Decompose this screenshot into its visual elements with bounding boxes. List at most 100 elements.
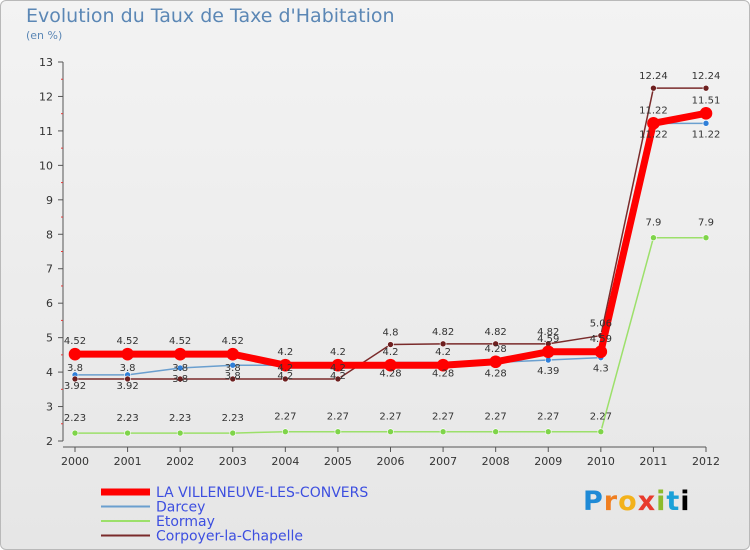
axes: 2 3 4 5 6 7 8 9 10 11 12 13 2000 2001 2002 2003 2004 2005… <box>39 56 720 468</box>
data-point <box>226 347 240 361</box>
x-tick-label: 2006 <box>377 455 405 468</box>
data-point <box>594 345 608 359</box>
x-tick-label: 2008 <box>482 455 510 468</box>
data-point <box>282 428 289 435</box>
data-label: 7.9 <box>645 218 661 229</box>
y-tick-label: 4 <box>46 366 53 379</box>
data-label: 3.8 <box>225 371 241 382</box>
x-tick-label: 2007 <box>429 455 457 468</box>
data-point <box>71 429 79 437</box>
data-label: 11.51 <box>692 95 721 106</box>
data-point <box>439 340 447 348</box>
data-point <box>387 428 394 435</box>
chart-title: Evolution du Taux de Taxe d'Habitation <box>26 5 395 27</box>
data-label: 4.2 <box>435 347 451 358</box>
data-point <box>334 375 342 383</box>
data-point <box>229 361 237 369</box>
data-label: 2.27 <box>537 412 559 423</box>
legend-label: Corpoyer-la-Chapelle <box>156 529 303 545</box>
data-label: 12.24 <box>639 71 668 82</box>
data-label: 2.27 <box>327 412 349 423</box>
data-point <box>176 429 184 437</box>
data-point <box>124 375 131 383</box>
series-corpoyer-la-chapelle <box>71 84 710 383</box>
data-label: 4.2 <box>330 371 346 382</box>
data-point <box>541 345 555 359</box>
x-tick-label: 2004 <box>271 455 299 468</box>
data-point <box>384 358 397 372</box>
y-tick-label: 3 <box>46 401 53 414</box>
logo-letter: t <box>666 486 681 517</box>
x-tick-label: 2001 <box>114 455 142 468</box>
data-point <box>597 428 605 435</box>
data-label: 4.28 <box>432 368 454 379</box>
series-etormay <box>71 234 710 437</box>
data-label: 4.59 <box>590 334 612 345</box>
data-point <box>176 364 184 372</box>
data-label: 2.23 <box>169 413 191 424</box>
data-label: 2.27 <box>432 412 454 423</box>
data-label: 3.8 <box>172 374 188 385</box>
x-tick-label: 2010 <box>587 455 615 468</box>
data-label: 4.2 <box>277 371 293 382</box>
data-label: 4.2 <box>330 363 346 374</box>
logo-letter: o <box>618 486 638 517</box>
y-tick-label: 13 <box>39 56 53 69</box>
y-tick-label: 11 <box>39 125 53 138</box>
data-point <box>68 347 82 361</box>
logo-letter: i <box>680 486 691 517</box>
data-point <box>436 358 450 372</box>
data-label: 2.27 <box>379 412 401 423</box>
data-point <box>492 340 499 348</box>
x-tick-label: 2005 <box>324 455 352 468</box>
data-point <box>124 429 131 437</box>
data-label: 4.3 <box>593 364 609 375</box>
data-label: 4.82 <box>537 327 559 338</box>
legend-label: LA VILLENEUVE-LES-CONVERS <box>156 485 368 501</box>
data-point <box>229 375 237 383</box>
data-point <box>176 375 184 383</box>
y-tick-label: 2 <box>46 435 53 448</box>
data-label: 4.52 <box>116 336 138 347</box>
legend: LA VILLENEUVE-LES-CONVERSDarceyEtormayCo… <box>101 485 368 545</box>
data-point <box>647 117 660 130</box>
data-point <box>650 234 657 242</box>
y-tick-label: 9 <box>46 194 53 207</box>
data-label: 2.23 <box>64 413 86 424</box>
data-label: 4.52 <box>222 336 244 347</box>
y-tick-label: 6 <box>46 297 53 310</box>
y-axis-unit: (en %) <box>26 29 63 42</box>
y-tick-label: 7 <box>46 263 53 276</box>
y-tick-label: 10 <box>39 159 53 172</box>
series-la-villeneuve-les-convers <box>68 107 713 372</box>
data-point <box>439 428 447 435</box>
data-point <box>173 347 187 361</box>
series-layer: 4.52 4.52 4.52 4.524.2 4.2 4.2 4.2 4.284.59 4.59… <box>64 71 721 437</box>
x-tick-label: 2003 <box>219 455 247 468</box>
data-label: 4.2 <box>330 347 346 358</box>
y-tick-label: 8 <box>46 228 53 241</box>
y-tick-label: 5 <box>46 332 53 345</box>
data-point <box>702 84 710 92</box>
proxiti-logo: Proxiti <box>583 486 691 517</box>
y-tick-label: 12 <box>39 90 53 103</box>
data-label: 2.27 <box>485 412 507 423</box>
data-label: 11.22 <box>692 129 721 140</box>
data-label: 3.8 <box>67 363 83 374</box>
data-point <box>544 428 552 435</box>
data-label: 4.8 <box>383 328 399 339</box>
data-label: 4.82 <box>432 327 454 338</box>
data-label: 5.06 <box>590 319 612 330</box>
data-point <box>334 428 342 435</box>
data-point <box>387 341 394 348</box>
data-label: 12.24 <box>692 71 721 82</box>
data-point <box>229 429 237 437</box>
data-label: 4.59 <box>537 334 559 345</box>
data-label: 4.39 <box>537 366 559 377</box>
data-label: 11.22 <box>639 129 668 140</box>
data-point <box>702 120 710 127</box>
logo-letter: P <box>583 486 604 517</box>
data-point <box>279 358 292 372</box>
